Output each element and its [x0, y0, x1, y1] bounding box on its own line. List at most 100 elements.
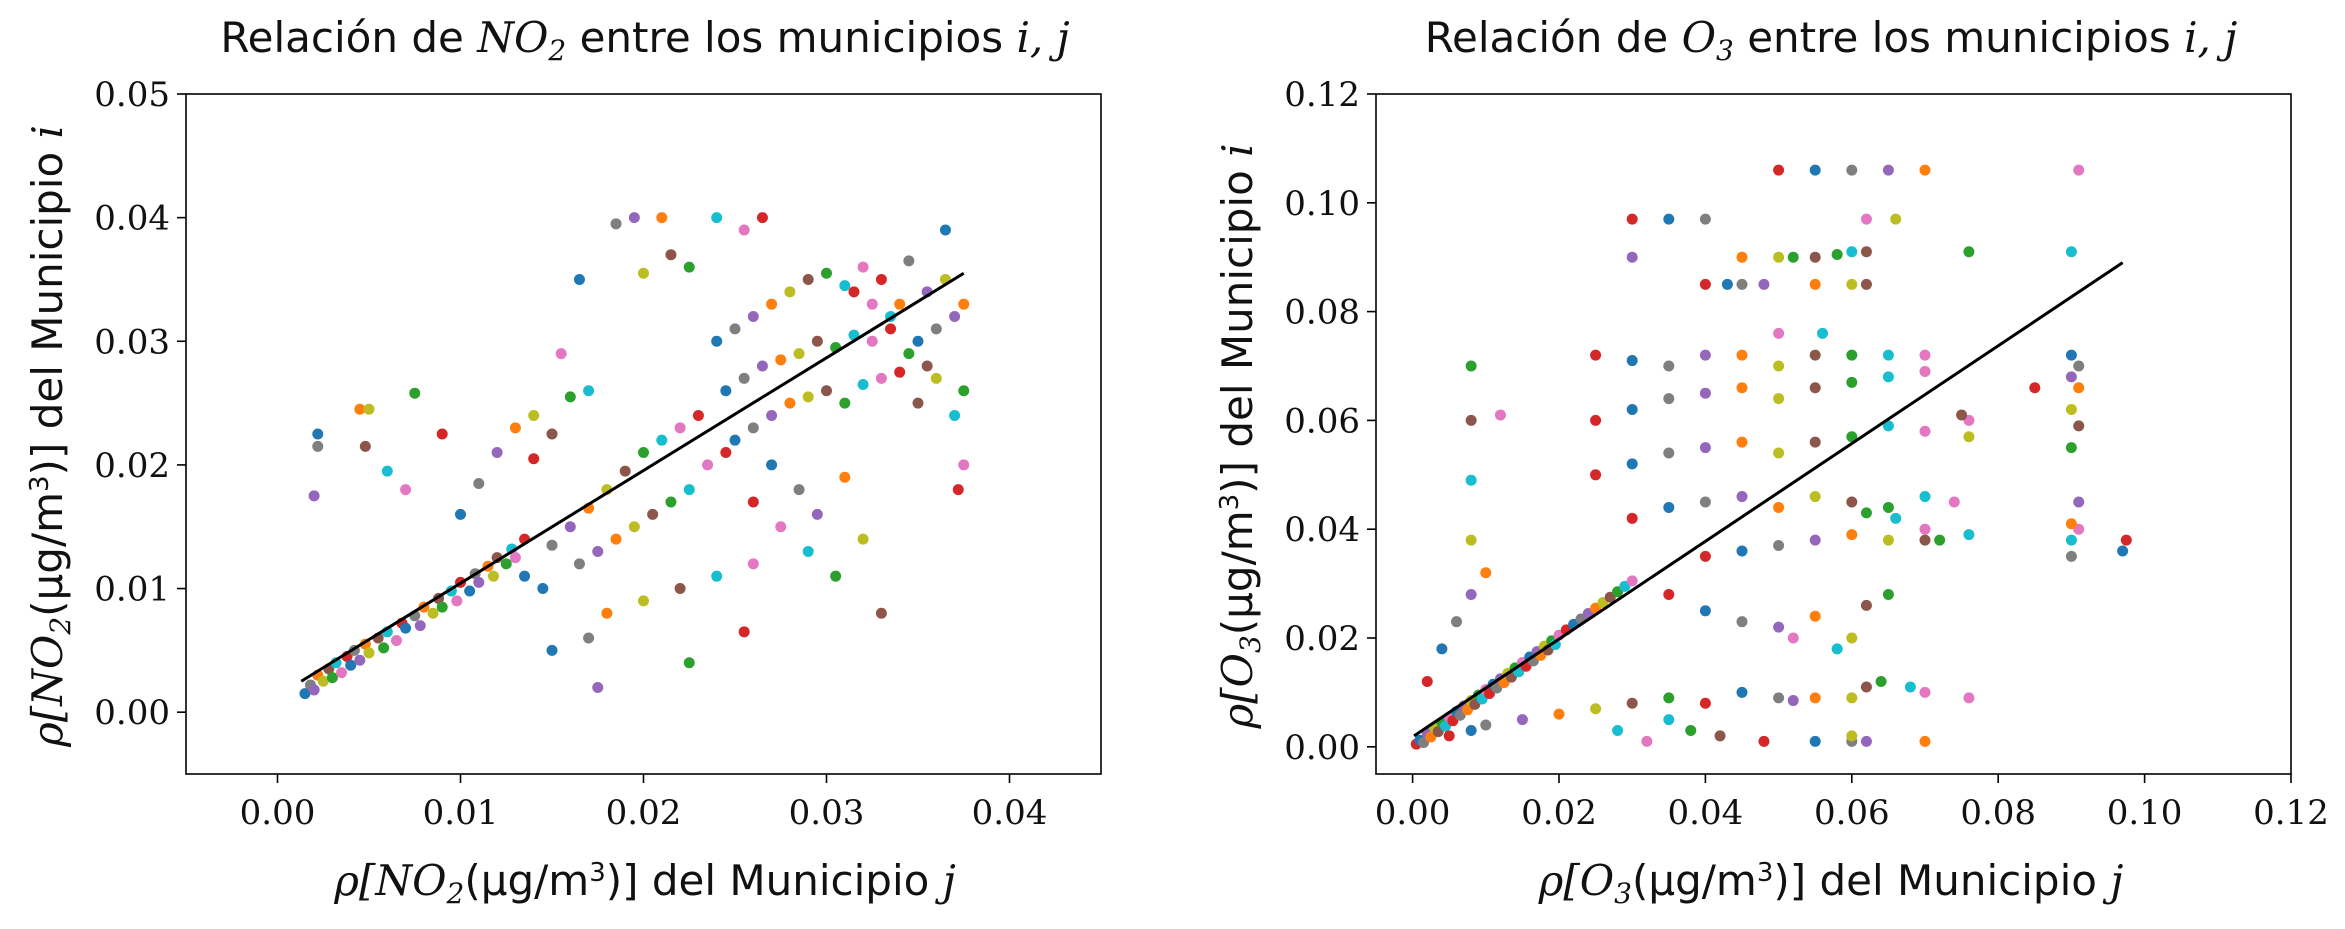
o3-data-point	[1663, 692, 1675, 704]
o3-data-point	[1465, 588, 1477, 600]
no2-data-point	[875, 273, 887, 285]
o3-data-point	[1590, 414, 1602, 426]
o3-data-point	[1699, 697, 1711, 709]
no2-data-point	[903, 348, 915, 360]
o3-data-point	[1436, 643, 1448, 655]
o3-x-tick-label: 0.12	[2253, 793, 2329, 833]
no2-data-point	[390, 634, 402, 646]
o3-data-point	[2073, 420, 2085, 432]
o3-y-tick-label: 0.06	[1284, 401, 1360, 441]
o3-y-tick-label: 0.04	[1284, 510, 1360, 550]
o3-data-point	[1787, 251, 1799, 263]
no2-data-point	[766, 298, 778, 310]
o3-plot-frame	[1375, 93, 2292, 775]
no2-data-point	[775, 521, 787, 533]
no2-data-point	[784, 286, 796, 298]
o3-data-point	[1882, 349, 1894, 361]
o3-data-point	[1699, 496, 1711, 508]
no2-data-point	[866, 298, 878, 310]
o3-data-point	[1904, 681, 1916, 693]
no2-data-point	[875, 372, 887, 384]
o3-data-point	[1773, 692, 1785, 704]
no2-data-point	[363, 403, 375, 415]
o3-data-point	[2065, 518, 2077, 530]
no2-data-point	[455, 508, 466, 520]
o3-fit-line	[1413, 261, 2124, 738]
o3-data-point	[1699, 213, 1711, 225]
o3-data-point	[1787, 695, 1799, 707]
no2-y-tick-label: 0.00	[94, 693, 170, 733]
no2-data-point	[656, 434, 668, 446]
no2-data-point	[573, 273, 585, 285]
o3-data-point	[1465, 474, 1477, 486]
no2-data-point	[647, 508, 659, 520]
o3-data-point	[1846, 632, 1858, 644]
no2-data-point	[592, 681, 604, 693]
o3-data-point	[1890, 512, 1902, 524]
no2-data-point	[839, 471, 851, 483]
o3-data-point	[1860, 507, 1872, 519]
no2-x-tick-label: 0.00	[240, 793, 316, 833]
no2-data-point	[528, 409, 540, 421]
o3-data-point	[1890, 213, 1902, 225]
o3-data-point	[2065, 404, 2077, 416]
o3-y-ticks: 0.00 0.02 0.04 0.06 0.08 0.10 0.12	[1284, 75, 1376, 768]
no2-data-point	[509, 422, 521, 434]
no2-data-point	[811, 508, 823, 520]
o3-data-point	[2065, 442, 2077, 454]
no2-data-point	[638, 447, 649, 459]
no2-y-tick-label: 0.03	[94, 322, 170, 362]
o3-data-point	[1860, 681, 1872, 693]
no2-y-tick-label: 0.04	[94, 199, 170, 239]
o3-data-point	[1465, 360, 1477, 372]
o3-data-point	[1773, 621, 1785, 633]
o3-data-point	[1773, 164, 1785, 176]
no2-data-point	[308, 684, 320, 696]
o3-data-point	[2029, 382, 2041, 394]
o3-x-tick-label: 0.06	[1814, 793, 1890, 833]
no2-data-point	[312, 440, 324, 452]
no2-data-point	[427, 607, 439, 619]
o3-data-point	[1817, 327, 1829, 339]
no2-data-point	[537, 583, 549, 595]
no2-data-point	[656, 212, 668, 224]
no2-data-point	[546, 428, 558, 440]
no2-data-point	[400, 622, 412, 634]
o3-data-point	[1773, 447, 1785, 459]
no2-data-point	[747, 422, 759, 434]
o3-data-point	[1516, 714, 1528, 726]
o3-data-point	[1590, 349, 1602, 361]
o3-data-point	[1919, 491, 1931, 503]
o3-data-point	[1626, 512, 1638, 524]
no2-x-tick-label: 0.02	[606, 793, 682, 833]
no2-data-point	[299, 688, 311, 700]
no2-data-point	[683, 484, 695, 496]
no2-data-point	[509, 552, 521, 564]
o3-data-point	[1809, 534, 1821, 546]
no2-data-point	[738, 372, 750, 384]
o3-data-point	[1882, 501, 1894, 513]
o3-data-point	[1846, 431, 1858, 443]
no2-data-point	[354, 403, 366, 415]
o3-data-point	[1846, 692, 1858, 704]
o3-data-point	[1809, 491, 1821, 503]
no2-data-point	[610, 533, 622, 545]
o3-data-point	[1612, 724, 1624, 736]
o3-data-point	[1773, 393, 1785, 405]
no2-data-point	[747, 558, 759, 570]
no2-data-point	[528, 453, 540, 465]
no2-data-point	[784, 397, 796, 409]
o3-data-point	[1809, 692, 1821, 704]
no2-data-point	[720, 447, 732, 459]
o3-data-point	[1963, 692, 1975, 704]
no2-data-point	[400, 484, 412, 496]
o3-data-point	[1919, 523, 1931, 535]
o3-data-point	[1663, 714, 1675, 726]
o3-data-point	[1721, 278, 1733, 290]
no2-x-ticks: 0.00 0.01 0.02 0.03 0.04	[240, 774, 1047, 833]
no2-data-point	[711, 335, 723, 347]
no2-y-tick-label: 0.02	[94, 446, 170, 486]
no2-data-point	[729, 434, 741, 446]
no2-data-point	[958, 298, 970, 310]
